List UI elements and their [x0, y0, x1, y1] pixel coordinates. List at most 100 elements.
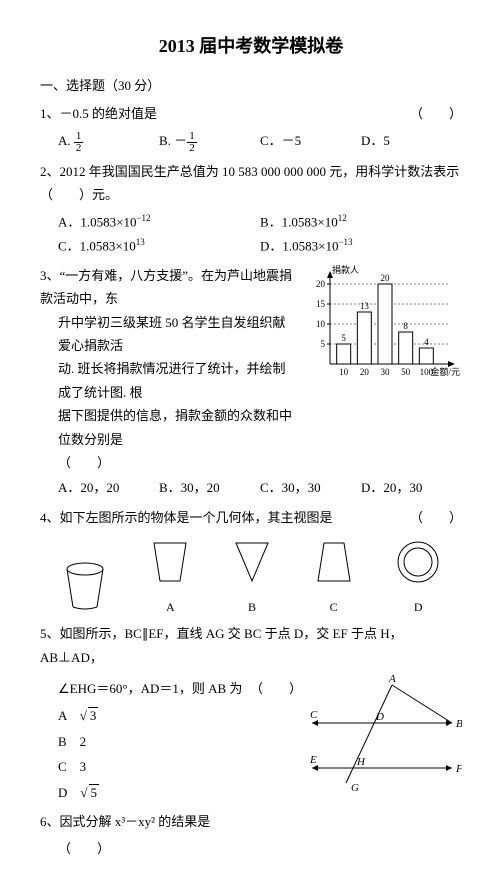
q3-optB: B．30，20	[159, 476, 260, 499]
question-5: 5、如图所示，BC∥EF，直线 AG 交 BC 于点 D，交 EF 于点 H，A…	[40, 622, 462, 669]
svg-text:捐款人: 捐款人	[332, 264, 359, 275]
geometry-figure: ABCDEFGH	[302, 673, 462, 803]
svg-text:G: G	[351, 782, 359, 794]
q3-line3: 动. 班长将捐款情况进行了统计，并绘制成了统计图. 根	[58, 357, 296, 404]
sqrt-symbol: √	[80, 708, 87, 723]
svg-text:30: 30	[381, 367, 391, 377]
optA-label: A.	[58, 133, 71, 148]
svg-text:D: D	[375, 711, 384, 723]
svg-text:10: 10	[339, 367, 349, 377]
svg-text:金额/元: 金额/元	[430, 366, 460, 377]
question-2: 2、2012 年我国国民生产总值为 10 583 000 000 000 元，用…	[40, 160, 462, 207]
q1-optA: A. 12	[58, 129, 159, 154]
q3-optD: D．20，30	[361, 476, 462, 499]
frac-num: 1	[187, 131, 197, 143]
q3-text: 3、“一方有难，八方支援”。在为芦山地震捐款活动中，东 升中学初三级某班 50 …	[40, 264, 302, 475]
triangle-icon	[232, 539, 272, 585]
q6-stem: 6、因式分解 x³－xy² 的结果是	[40, 814, 210, 829]
q3-options: A．20，20 B．30，20 C．30，30 D．20，30	[58, 476, 462, 499]
svg-text:H: H	[356, 756, 366, 768]
optC-text: C．1.0583×10	[58, 239, 136, 254]
q3-line5: （ ）	[58, 451, 296, 474]
trapezoid-icon	[150, 539, 190, 585]
svg-text:4: 4	[424, 337, 429, 347]
neg-sign: －	[174, 133, 187, 148]
q3-optC: C．30，30	[260, 476, 361, 499]
q1-optD: D．5	[361, 129, 462, 154]
optD-label: D	[58, 785, 67, 800]
q5-options: A √3 B 2 C 3 D √5	[58, 704, 302, 804]
shape-D: D	[395, 539, 441, 618]
frac-den: 2	[74, 143, 84, 154]
q4-stem: 4、如下左图所示的物体是一个几何体，其主视图是	[40, 510, 333, 525]
cup-icon	[61, 561, 109, 611]
q1-optC: C．－5	[260, 129, 361, 154]
svg-text:10: 10	[316, 319, 326, 329]
svg-text:8: 8	[403, 321, 408, 331]
svg-text:A: A	[388, 673, 396, 685]
fraction: 12	[187, 131, 197, 154]
q2-optB: B．1.0583×1012	[260, 210, 462, 234]
q2-stem: 2、2012 年我国国民生产总值为 10 583 000 000 000 元，用…	[40, 164, 459, 202]
svg-text:5: 5	[321, 339, 326, 349]
frac-den: 2	[187, 143, 197, 154]
question-3: 3、“一方有难，八方支援”。在为芦山地震捐款活动中，东 升中学初三级某班 50 …	[40, 264, 462, 475]
svg-text:50: 50	[401, 367, 411, 377]
shape-A: A	[150, 539, 190, 618]
question-1: 1、－0.5 的绝对值是 （ ）	[40, 102, 462, 125]
q5-text: ∠EHG＝60°，AD＝1，则 AB 为 （ ） A √3 B 2 C 3 D …	[40, 673, 302, 806]
q5-row: ∠EHG＝60°，AD＝1，则 AB 为 （ ） A √3 B 2 C 3 D …	[40, 673, 462, 806]
q5-optD: D √5	[58, 781, 302, 804]
svg-text:F: F	[455, 763, 462, 775]
q3-optA: A．20，20	[58, 476, 159, 499]
label-B: B	[232, 597, 272, 619]
q2-optD: D．1.0583×10−13	[260, 234, 462, 258]
svg-text:B: B	[456, 718, 462, 730]
optA-label: A	[58, 708, 67, 723]
optD-text: D．1.0583×10	[260, 239, 338, 254]
sqrt-symbol: √	[80, 785, 87, 800]
shapes-row: A B C D	[40, 539, 462, 618]
label-D: D	[395, 597, 441, 619]
optB-text: B．1.0583×10	[260, 215, 338, 230]
optB-label: B.	[159, 133, 171, 148]
chart-svg: 5101520510132020308504100捐款人金额/元	[302, 264, 462, 384]
q5-line1: 5、如图所示，BC∥EF，直线 AG 交 BC 于点 D，交 EF 于点 H，A…	[40, 622, 462, 669]
exponent: −13	[338, 237, 352, 247]
svg-text:E: E	[309, 754, 317, 766]
svg-text:20: 20	[360, 367, 370, 377]
q3-line1: 3、“一方有难，八方支援”。在为芦山地震捐款活动中，东	[40, 264, 296, 311]
q3-line2: 升中学初三级某班 50 名学生自发组织献爱心捐款活	[58, 311, 296, 358]
answer-blank: （ ）	[410, 102, 462, 125]
q5-optC: C 3	[58, 755, 302, 778]
optA-text: A．1.0583×10	[58, 215, 136, 230]
q1-stem: 1、－0.5 的绝对值是	[40, 106, 157, 121]
q2-options: A．1.0583×10−12 B．1.0583×1012 C．1.0583×10…	[58, 210, 462, 257]
question-6: 6、因式分解 x³－xy² 的结果是	[40, 810, 462, 833]
q2-optC: C．1.0583×1013	[58, 234, 260, 258]
section-header: 一、选择题（30 分）	[40, 74, 462, 97]
exponent: 12	[338, 213, 347, 223]
sqrt-val: 5	[89, 784, 100, 800]
q1-optB: B. －12	[159, 129, 260, 154]
svg-text:13: 13	[360, 301, 370, 311]
sqrt-val: 3	[88, 707, 99, 723]
svg-text:15: 15	[316, 299, 326, 309]
q5-line2: ∠EHG＝60°，AD＝1，则 AB 为	[58, 681, 242, 696]
answer-blank: （ ）	[410, 506, 462, 529]
ring-icon	[395, 539, 441, 585]
svg-text:5: 5	[341, 333, 346, 343]
shape-C: C	[314, 539, 354, 618]
q5-optB: B 2	[58, 730, 302, 753]
q3-line4: 据下图提供的信息，捐款金额的众数和中位数分别是	[58, 404, 296, 451]
exponent: 13	[136, 237, 145, 247]
q1-options: A. 12 B. －12 C．－5 D．5	[58, 129, 462, 154]
svg-text:20: 20	[381, 273, 391, 283]
trapezoid2-icon	[314, 539, 354, 585]
shape-original	[61, 561, 109, 618]
page-title: 2013 届中考数学模拟卷	[40, 30, 462, 62]
exponent: −12	[136, 213, 150, 223]
frac-num: 1	[74, 131, 84, 143]
answer-blank: （ ）	[250, 677, 302, 700]
shape-B: B	[232, 539, 272, 618]
